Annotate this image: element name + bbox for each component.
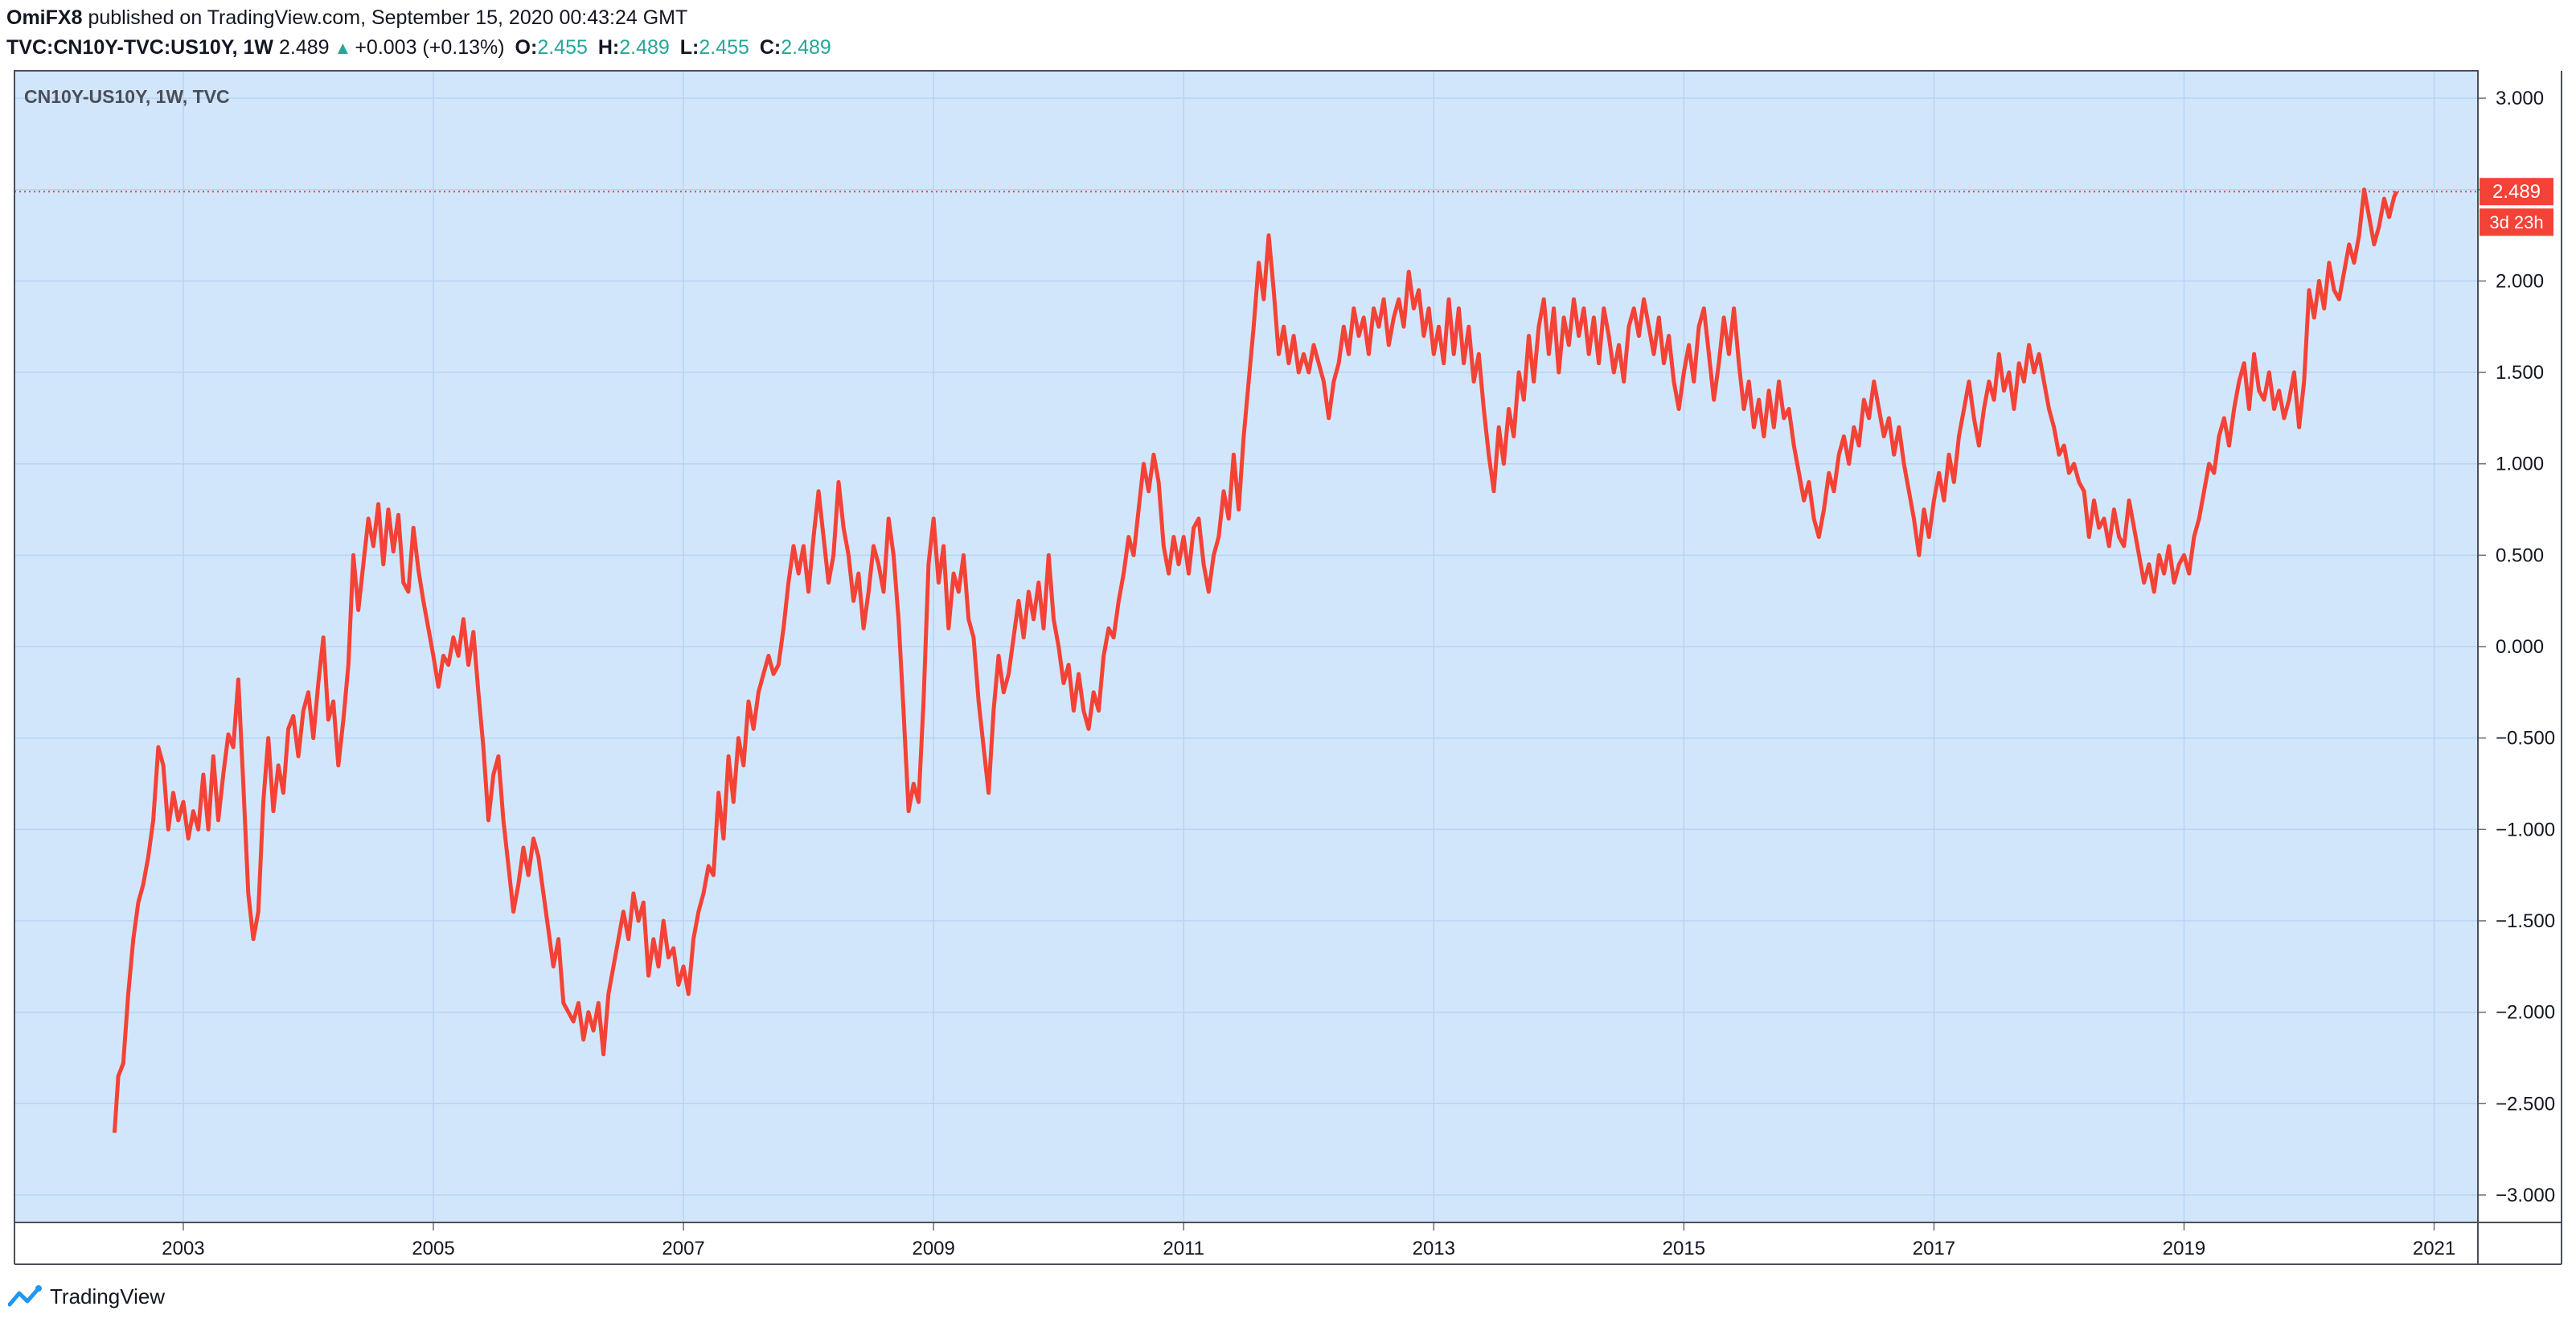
series-line [112,187,2399,1133]
x-tick-label: 2009 [912,1238,954,1259]
x-tick-label: 2011 [1163,1238,1204,1259]
symbol-label: TVC:CN10Y-TVC:US10Y, 1W [6,36,274,59]
price-markers: 2.489 3d 23h [2480,178,2553,236]
y-tick-label: −2.500 [2496,1093,2555,1115]
high-label: H: [597,36,620,59]
last-price-badge [2480,178,2553,206]
y-tick-label: 0.500 [2496,544,2544,566]
y-tick-label: −1.000 [2496,819,2555,840]
y-tick-label: 2.000 [2496,270,2544,292]
publisher-name[interactable]: OmiFX8 [6,6,83,29]
x-tick-label: 2017 [1913,1238,1955,1259]
grid [14,71,2478,1222]
countdown-badge [2480,208,2553,236]
y-tick-label: 1.000 [2496,454,2544,475]
y-tick-label: −0.500 [2496,728,2555,750]
x-tick-label: 2015 [1663,1238,1705,1259]
x-tick-label: 2013 [1413,1238,1455,1259]
up-triangle-icon: ▲ [334,38,352,58]
y-tick-label: −3.000 [2496,1185,2555,1206]
x-tick-label: 2021 [2413,1238,2455,1259]
price-change: +0.003 (+0.13%) [355,36,505,59]
y-tick-label: 3.000 [2496,88,2544,109]
low-value: 2.455 [699,36,749,59]
close-value: 2.489 [781,36,831,59]
open-value: 2.455 [537,36,588,59]
tradingview-brand[interactable]: TradingView [50,1284,166,1309]
publish-line: OmiFX8 published on TradingView.com, Sep… [6,3,2499,33]
high-value: 2.489 [619,36,670,59]
footer: TradingView [8,1280,165,1313]
series-layer [112,187,2399,1133]
low-label: L: [679,36,699,59]
pane-label: CN10Y-US10Y, 1W, TVC [24,86,230,107]
last-price: 2.489 [278,36,330,59]
y-tick-label: 1.500 [2496,362,2544,384]
countdown-badge-text: 3d 23h [2489,212,2543,232]
x-tick-label: 2007 [662,1238,704,1259]
ohlc-line: TVC:CN10Y-TVC:US10Y, 1W 2.489 ▲ +0.003 (+0… [6,33,2499,63]
y-tick-label: −1.500 [2496,910,2555,932]
chart-header: OmiFX8 published on TradingView.com, Sep… [6,3,2499,63]
x-tick-label: 2005 [412,1238,454,1259]
publish-info: published on TradingView.com, September … [88,6,688,29]
last-price-badge-text: 2.489 [2492,181,2541,203]
x-tick-label: 2003 [162,1238,204,1259]
open-label: O: [515,36,538,59]
tradingview-logo-icon [8,1285,42,1307]
y-tick-label: −2.000 [2496,1002,2555,1024]
y-tick-label: 0.000 [2496,636,2544,658]
x-tick-label: 2019 [2163,1238,2205,1259]
close-label: C: [759,36,781,59]
